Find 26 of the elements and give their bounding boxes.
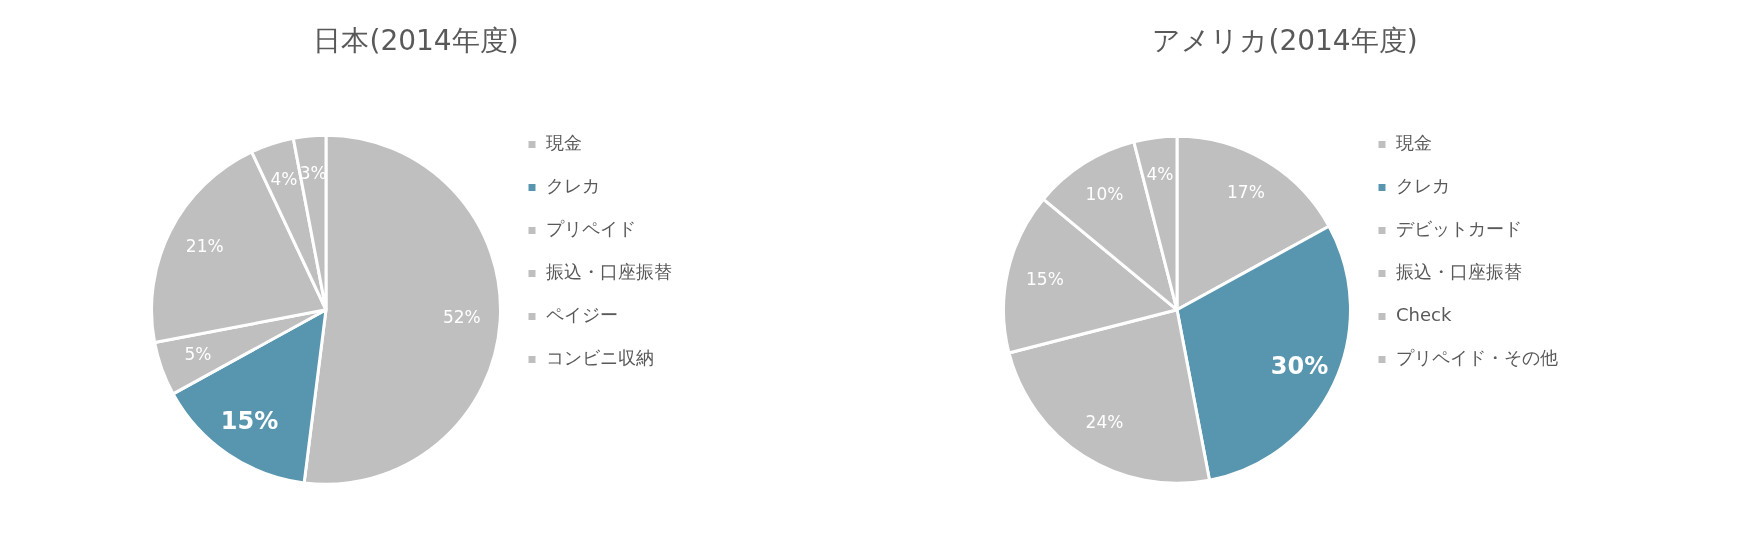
- data-label: 10%: [1085, 183, 1124, 204]
- data-label: 52%: [442, 306, 481, 327]
- data-label: 24%: [1085, 412, 1124, 433]
- data-label: 21%: [185, 236, 224, 257]
- legend-label: ペイジー: [546, 304, 618, 326]
- data-label: 15%: [1026, 268, 1064, 289]
- chart-title: アメリカ(2014年度): [1152, 24, 1418, 58]
- legend-label: 現金: [1396, 132, 1432, 154]
- legend-label: 振込・口座振替: [546, 261, 672, 283]
- legend-label: 振込・口座振替: [1396, 261, 1522, 283]
- data-label: 4%: [1146, 163, 1174, 184]
- data-label: 3%: [299, 162, 327, 183]
- data-label: 4%: [270, 168, 298, 189]
- legend-label: クレカ: [546, 175, 600, 197]
- legend-label: Check: [1396, 304, 1452, 326]
- data-label: 5%: [184, 344, 212, 365]
- data-label: 17%: [1226, 181, 1265, 202]
- legend-label: 現金: [546, 132, 582, 154]
- legend-label: クレカ: [1396, 175, 1450, 197]
- legend-label: プリペイド: [546, 218, 636, 240]
- chart-title: 日本(2014年度): [313, 24, 519, 58]
- legend-label: コンビニ収納: [546, 347, 654, 369]
- data-label: 15%: [220, 406, 279, 435]
- legend-label: プリペイド・その他: [1396, 347, 1558, 369]
- data-label: 30%: [1270, 351, 1329, 380]
- legend-label: デビットカード: [1396, 218, 1522, 240]
